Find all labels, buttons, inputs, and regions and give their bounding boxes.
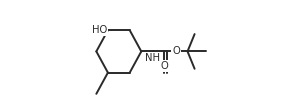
Text: HO: HO: [92, 25, 107, 35]
Text: O: O: [172, 46, 180, 56]
Text: O: O: [161, 61, 168, 71]
Text: NH: NH: [145, 53, 160, 63]
